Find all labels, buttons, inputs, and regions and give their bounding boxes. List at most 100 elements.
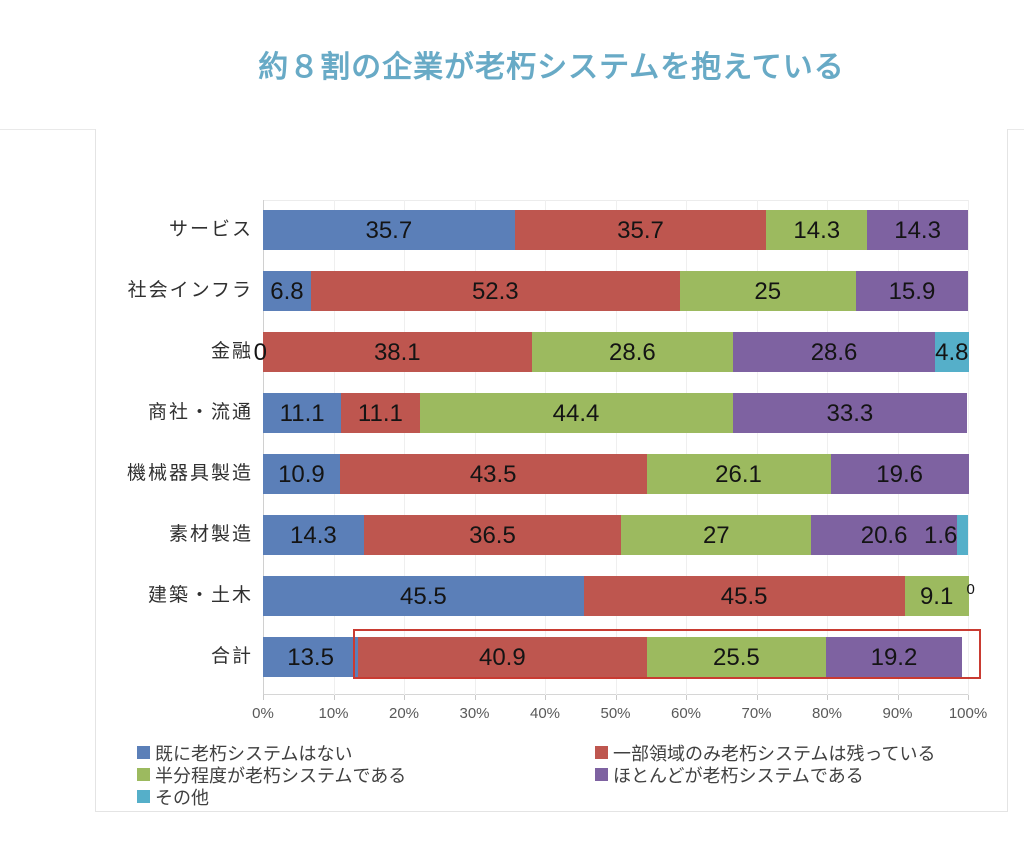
value-label: 25.5 [713, 644, 760, 671]
value-label: 35.7 [617, 217, 664, 244]
legend-label: 半分程度が老朽システムである [155, 766, 407, 786]
x-tick-label: 20% [388, 705, 420, 722]
bar-segment [531, 332, 734, 372]
value-label: 43.5 [469, 461, 517, 488]
bar-segment [733, 332, 935, 372]
x-tick-mark [827, 695, 828, 700]
x-tick-mark [333, 695, 335, 700]
gridline [545, 200, 546, 695]
bar-segment [263, 454, 340, 494]
value-label: 11.1 [357, 400, 403, 427]
category-label: サービス [168, 219, 253, 240]
bar-segment [263, 637, 359, 677]
legend-item: 一部領域のみ老朽システムは残っている [595, 745, 936, 765]
gridline [968, 200, 969, 695]
bar-segment [904, 576, 969, 616]
legend-label: 既に老朽システムはない [155, 744, 353, 764]
x-tick-label: 10% [318, 705, 349, 722]
value-label: 11.1 [279, 400, 325, 427]
value-label: 28.6 [609, 339, 656, 366]
x-tick-mark [263, 695, 264, 700]
bar-segment [263, 332, 532, 372]
bar-segment [826, 637, 962, 677]
bar-segment [310, 271, 680, 311]
category-label: 合計 [210, 646, 253, 667]
value-label: 13.5 [287, 644, 334, 671]
legend-label: その他 [155, 788, 209, 808]
x-tick-label: 0% [252, 705, 274, 722]
value-label: 45.5 [400, 583, 447, 610]
gridline [827, 200, 828, 695]
value-label: 14.3 [894, 217, 941, 244]
value-label: 4.8 [935, 339, 969, 366]
legend-swatch [595, 768, 608, 781]
legend-swatch [137, 790, 150, 803]
gridline [404, 200, 405, 695]
legend-swatch [595, 746, 608, 759]
x-tick-mark [474, 695, 476, 700]
bar-segment [646, 454, 831, 494]
value-label: 25 [754, 278, 782, 305]
highlight-box [353, 629, 981, 679]
value-label: 35.7 [365, 217, 413, 244]
bar-segment [830, 454, 969, 494]
x-tick-label: 50% [600, 705, 631, 722]
x-tick-mark [686, 695, 687, 700]
value-label: 45.5 [720, 583, 768, 610]
category-label: 素材製造 [168, 524, 253, 545]
bar-segment [867, 210, 968, 250]
x-tick-mark [968, 695, 969, 700]
gridline [897, 200, 899, 695]
legend-item: その他 [137, 789, 209, 809]
legend-item: ほとんどが老朽システムである [595, 767, 864, 787]
legend-item: 半分程度が老朽システムである [137, 767, 406, 787]
category-label: 機械器具製造 [126, 463, 253, 484]
value-label: 44.4 [552, 400, 600, 427]
category-label: 建築・土木 [147, 585, 253, 606]
value-label: 40.9 [478, 644, 526, 671]
x-tick-label: 40% [529, 705, 561, 722]
gridline [333, 200, 335, 695]
page-title: 約８割の企業が老朽システムを抱えている [258, 51, 845, 84]
legend-swatch [137, 768, 150, 781]
category-label: 社会インフラ [127, 280, 253, 301]
bar-segment [956, 515, 968, 555]
bar-segment [263, 393, 342, 433]
bar-segment [621, 515, 812, 555]
value-label: 52.3 [471, 278, 519, 305]
value-label: 28.6 [810, 339, 858, 366]
value-label: 26.1 [715, 461, 762, 488]
value-label: 10.9 [278, 461, 325, 488]
bar-segment [811, 515, 957, 555]
value-label: 38.1 [373, 339, 421, 366]
legend-label: 一部領域のみ老朽システムは残っている [613, 744, 936, 764]
value-label: 14.3 [290, 522, 337, 549]
value-label: 20.6 [860, 522, 908, 549]
value-label: 6.8 [270, 278, 304, 305]
y-axis-line [263, 200, 264, 695]
value-label: 27 [702, 522, 730, 549]
bar-segment [766, 210, 868, 250]
x-tick-mark [756, 695, 758, 700]
value-label: 19.2 [870, 644, 918, 671]
bar-segment [263, 271, 311, 311]
x-tick-mark [404, 695, 405, 700]
gridline [474, 200, 476, 695]
category-label: 金融 [210, 341, 253, 362]
bar-segment [341, 393, 420, 433]
bar-segment [646, 637, 827, 677]
value-label: 36.5 [469, 522, 516, 549]
gridline [615, 200, 617, 695]
x-tick-label: 80% [811, 705, 843, 722]
value-label: 1.6 [924, 522, 958, 549]
gridline [686, 200, 687, 695]
x-tick-label: 30% [459, 705, 490, 722]
bar-segment [358, 637, 647, 677]
value-label: 33.3 [826, 400, 874, 427]
bar-segment [419, 393, 733, 433]
x-tick-mark [615, 695, 617, 700]
bar-segment [732, 393, 968, 433]
bar-segment [855, 271, 968, 311]
x-tick-label: 100% [948, 705, 988, 722]
